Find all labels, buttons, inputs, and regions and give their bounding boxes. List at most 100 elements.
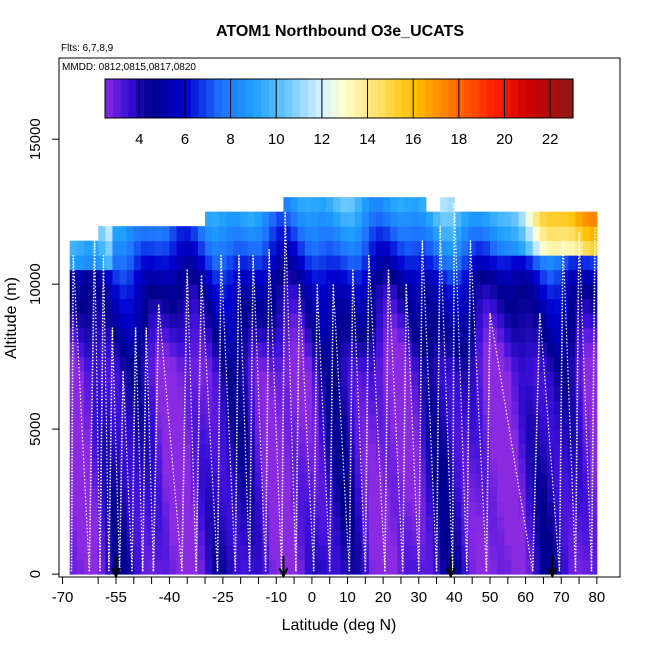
heatmap-cell bbox=[269, 284, 277, 300]
heatmap-cell bbox=[411, 516, 420, 532]
heatmap-cell bbox=[354, 197, 363, 213]
heatmap-cell bbox=[283, 255, 292, 271]
heatmap-cell bbox=[98, 240, 106, 256]
plot-area bbox=[58, 57, 621, 579]
profile-ascent bbox=[531, 313, 541, 572]
heatmap-cell bbox=[539, 313, 548, 329]
heatmap-cell bbox=[112, 371, 121, 387]
heatmap-cell bbox=[133, 472, 142, 488]
heatmap-cell bbox=[91, 284, 99, 300]
heatmap-cell bbox=[254, 545, 263, 561]
heatmap-cell bbox=[482, 298, 491, 314]
heatmap-cell bbox=[546, 298, 555, 314]
heatmap-cell bbox=[319, 443, 327, 459]
heatmap-cell bbox=[582, 284, 591, 300]
heatmap-cell bbox=[176, 414, 185, 430]
dates-note: MMDD: 0812,0815,0817,0820 bbox=[62, 62, 196, 73]
heatmap-cell bbox=[447, 356, 455, 372]
heatmap-cell bbox=[354, 226, 363, 242]
heatmap-cell bbox=[269, 226, 277, 242]
heatmap-cell bbox=[283, 458, 292, 474]
heatmap-cell bbox=[304, 240, 313, 256]
heatmap-cell bbox=[219, 458, 227, 474]
heatmap-cell bbox=[226, 342, 235, 358]
x-tick-label: 70 bbox=[553, 589, 570, 606]
heatmap-cell bbox=[518, 298, 527, 314]
profile-ascent bbox=[264, 249, 270, 572]
heatmap-cell bbox=[333, 356, 341, 372]
heatmap-cell bbox=[197, 545, 206, 561]
heatmap-cell bbox=[119, 327, 128, 343]
profile-ascent bbox=[485, 313, 491, 572]
heatmap-cell bbox=[561, 211, 569, 227]
heatmap-cell bbox=[162, 530, 170, 546]
heatmap-cell bbox=[83, 501, 92, 517]
heatmap-cell bbox=[297, 516, 306, 532]
heatmap-cell bbox=[240, 559, 249, 575]
heatmap-cell bbox=[511, 559, 519, 575]
heatmap-cell bbox=[319, 458, 327, 474]
heatmap-cell bbox=[226, 211, 235, 227]
heatmap-cell bbox=[91, 356, 99, 372]
heatmap-cell bbox=[140, 429, 149, 445]
heatmap-cell bbox=[561, 385, 569, 401]
heatmap-cell bbox=[126, 400, 135, 416]
heatmap-cell bbox=[240, 458, 249, 474]
marker-arrow-head bbox=[278, 567, 289, 579]
heatmap-cell bbox=[148, 327, 156, 343]
colorbar-tick-label: 20 bbox=[496, 131, 513, 148]
heatmap-cell bbox=[269, 240, 277, 256]
heatmap-cell bbox=[546, 487, 555, 503]
heatmap-cell bbox=[404, 226, 413, 242]
heatmap-cell bbox=[582, 313, 591, 329]
heatmap-cell bbox=[397, 255, 406, 271]
heatmap-cell bbox=[468, 284, 477, 300]
heatmap-cell bbox=[340, 371, 349, 387]
heatmap-cell bbox=[333, 559, 341, 575]
heatmap-cell bbox=[461, 385, 470, 401]
heatmap-cell bbox=[383, 313, 391, 329]
heatmap-cell bbox=[347, 211, 356, 227]
heatmap-cell bbox=[304, 559, 313, 575]
heatmap-cell bbox=[205, 501, 213, 517]
heatmap-cell bbox=[468, 472, 477, 488]
heatmap-cell bbox=[489, 298, 498, 314]
heatmap-cell bbox=[262, 284, 270, 300]
heatmap-cell bbox=[162, 342, 170, 358]
heatmap-cell bbox=[554, 371, 562, 387]
heatmap-cell bbox=[219, 400, 227, 416]
heatmap-cell bbox=[368, 385, 377, 401]
colorbar-cell bbox=[214, 79, 223, 118]
heatmap-cell bbox=[475, 269, 484, 285]
heatmap-cell bbox=[525, 429, 534, 445]
profile-ascent bbox=[558, 240, 564, 572]
heatmap-cell bbox=[205, 487, 213, 503]
heatmap-cell bbox=[489, 429, 498, 445]
heatmap-cell bbox=[425, 255, 434, 271]
heatmap-cell bbox=[69, 356, 78, 372]
heatmap-cell bbox=[489, 487, 498, 503]
heatmap-cell bbox=[425, 298, 434, 314]
colorbar-tick-label: 10 bbox=[268, 131, 285, 148]
heatmap-cell bbox=[539, 371, 548, 387]
heatmap-cell bbox=[176, 255, 185, 271]
heatmap-cell bbox=[575, 501, 584, 517]
heatmap-cell bbox=[568, 327, 576, 343]
heatmap-cell bbox=[297, 487, 306, 503]
y-axis-label: Altitude (m) bbox=[3, 277, 20, 359]
heatmap-cell bbox=[376, 197, 384, 213]
heatmap-cell bbox=[368, 559, 377, 575]
heatmap-cell bbox=[354, 269, 363, 285]
heatmap-cell bbox=[368, 327, 377, 343]
heatmap-cell bbox=[568, 269, 576, 285]
heatmap-cell bbox=[468, 371, 477, 387]
heatmap-cell bbox=[269, 472, 277, 488]
heatmap-cell bbox=[340, 298, 349, 314]
heatmap-cell bbox=[397, 226, 406, 242]
heatmap-cell bbox=[489, 284, 498, 300]
heatmap-cell bbox=[226, 284, 235, 300]
heatmap-cell bbox=[482, 385, 491, 401]
heatmap-cell bbox=[532, 487, 541, 503]
heatmap-cell bbox=[447, 414, 455, 430]
colorbar-cell bbox=[549, 79, 558, 118]
